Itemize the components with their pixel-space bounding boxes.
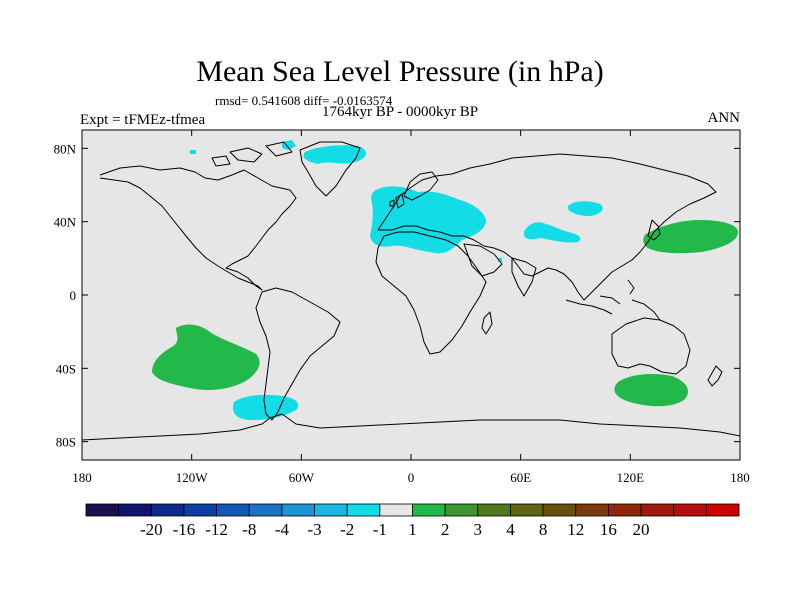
colorbar-label: 3	[474, 520, 483, 539]
se-asia-islands-coast	[565, 279, 661, 321]
y-tick-label: 40S	[56, 361, 76, 376]
colorbar-label: -1	[373, 520, 387, 539]
colorbar-swatch	[379, 503, 413, 517]
scandinavia-coast	[403, 171, 439, 201]
colorbar-swatch	[314, 503, 348, 517]
colorbar-swatch	[412, 503, 446, 517]
map-axes: 180 120W 60W 0 60E 120E 180 80N 40N 0 40S 80S	[54, 130, 750, 485]
colorbar-swatch	[542, 503, 577, 517]
y-tick-label: 0	[70, 288, 77, 303]
arabia-coast	[463, 243, 503, 277]
colorbar-label: 1	[408, 520, 417, 539]
colorbar-label: 8	[539, 520, 548, 539]
colorbar-label: -4	[275, 520, 290, 539]
japan-coast	[647, 219, 661, 241]
madagascar-coast	[481, 311, 493, 335]
colorbar-swatch	[444, 503, 479, 517]
south-pacific-anomaly	[152, 324, 260, 390]
period-label: 1764kyr BP - 0000kyr BP	[322, 104, 479, 120]
experiment-label: Expt = tFMEz-tfmea	[80, 112, 206, 128]
mongolia-anomaly	[567, 201, 603, 216]
europe-mediterranean-anomaly	[370, 186, 486, 254]
colorbar-swatch	[281, 503, 315, 517]
x-tick-label: 0	[408, 470, 415, 485]
colorbar-swatch	[248, 503, 283, 517]
colorbar-swatch	[183, 503, 217, 517]
x-tick-label: 60W	[289, 470, 315, 485]
greenland-coast	[299, 141, 361, 197]
colorbar-swatch	[85, 503, 120, 517]
central-asia-anomaly	[523, 222, 581, 243]
colorbar-swatch	[673, 503, 707, 517]
eurasia-coast	[377, 153, 717, 301]
colorbar-label: -16	[173, 520, 196, 539]
colorbar-swatch	[216, 503, 250, 517]
colorbar-label: -20	[140, 520, 163, 539]
x-tick-label: 60E	[510, 470, 531, 485]
colorbar-swatch	[477, 503, 511, 517]
colorbar-label: 12	[567, 520, 584, 539]
stats-label: rmsd= 0.541608 diff= -0.0163574	[215, 93, 393, 108]
map-background	[82, 130, 740, 460]
new-zealand-coast	[707, 365, 723, 387]
colorbar: -20 -16 -12 -8 -4 -3 -2 -1 1 2 3 4 8 12 16 20	[85, 503, 740, 539]
africa-coast	[375, 231, 487, 355]
colorbar-swatch	[118, 503, 152, 517]
x-tick-label: 180	[72, 470, 92, 485]
india-coast	[511, 257, 537, 297]
south-america-coast	[255, 287, 341, 421]
antarctica-coast	[82, 413, 740, 441]
arctic-islands-coast	[211, 141, 293, 167]
north-america-coast	[99, 165, 297, 291]
colorbar-label: 4	[506, 520, 515, 539]
colorbar-swatch	[608, 503, 642, 517]
chart-title: Mean Sea Level Pressure (in hPa)	[196, 55, 604, 88]
colorbar-swatch	[346, 503, 381, 517]
greenland-anomaly-small-2	[282, 140, 296, 150]
anomaly-layer	[152, 140, 738, 420]
y-tick-label: 80S	[56, 435, 76, 450]
greenland-anomaly	[303, 145, 367, 164]
australia-coast	[611, 317, 691, 375]
south-indian-ocean-anomaly	[614, 374, 688, 407]
colorbar-label: 16	[600, 520, 617, 539]
x-tick-label: 120W	[176, 470, 209, 485]
colorbar-swatch	[150, 503, 185, 517]
coastline-layer	[82, 141, 740, 441]
colorbar-label: -2	[340, 520, 354, 539]
greenland-anomaly-small	[190, 150, 196, 154]
colorbar-label: -12	[205, 520, 228, 539]
colorbar-swatch	[510, 503, 544, 517]
colorbar-swatch	[575, 503, 609, 517]
colorbar-label: -3	[307, 520, 321, 539]
colorbar-label: 2	[441, 520, 450, 539]
colorbar-swatch	[705, 503, 740, 517]
y-tick-label: 80N	[54, 141, 77, 156]
colorbar-label: -8	[242, 520, 256, 539]
season-label: ANN	[707, 110, 741, 126]
colorbar-swatch	[640, 503, 675, 517]
x-tick-label: 180	[730, 470, 750, 485]
north-pacific-anomaly	[643, 220, 738, 254]
y-tick-label: 40N	[54, 215, 77, 230]
x-tick-label: 120E	[617, 470, 645, 485]
colorbar-label: 20	[633, 520, 650, 539]
british-isles-coast	[389, 193, 405, 209]
